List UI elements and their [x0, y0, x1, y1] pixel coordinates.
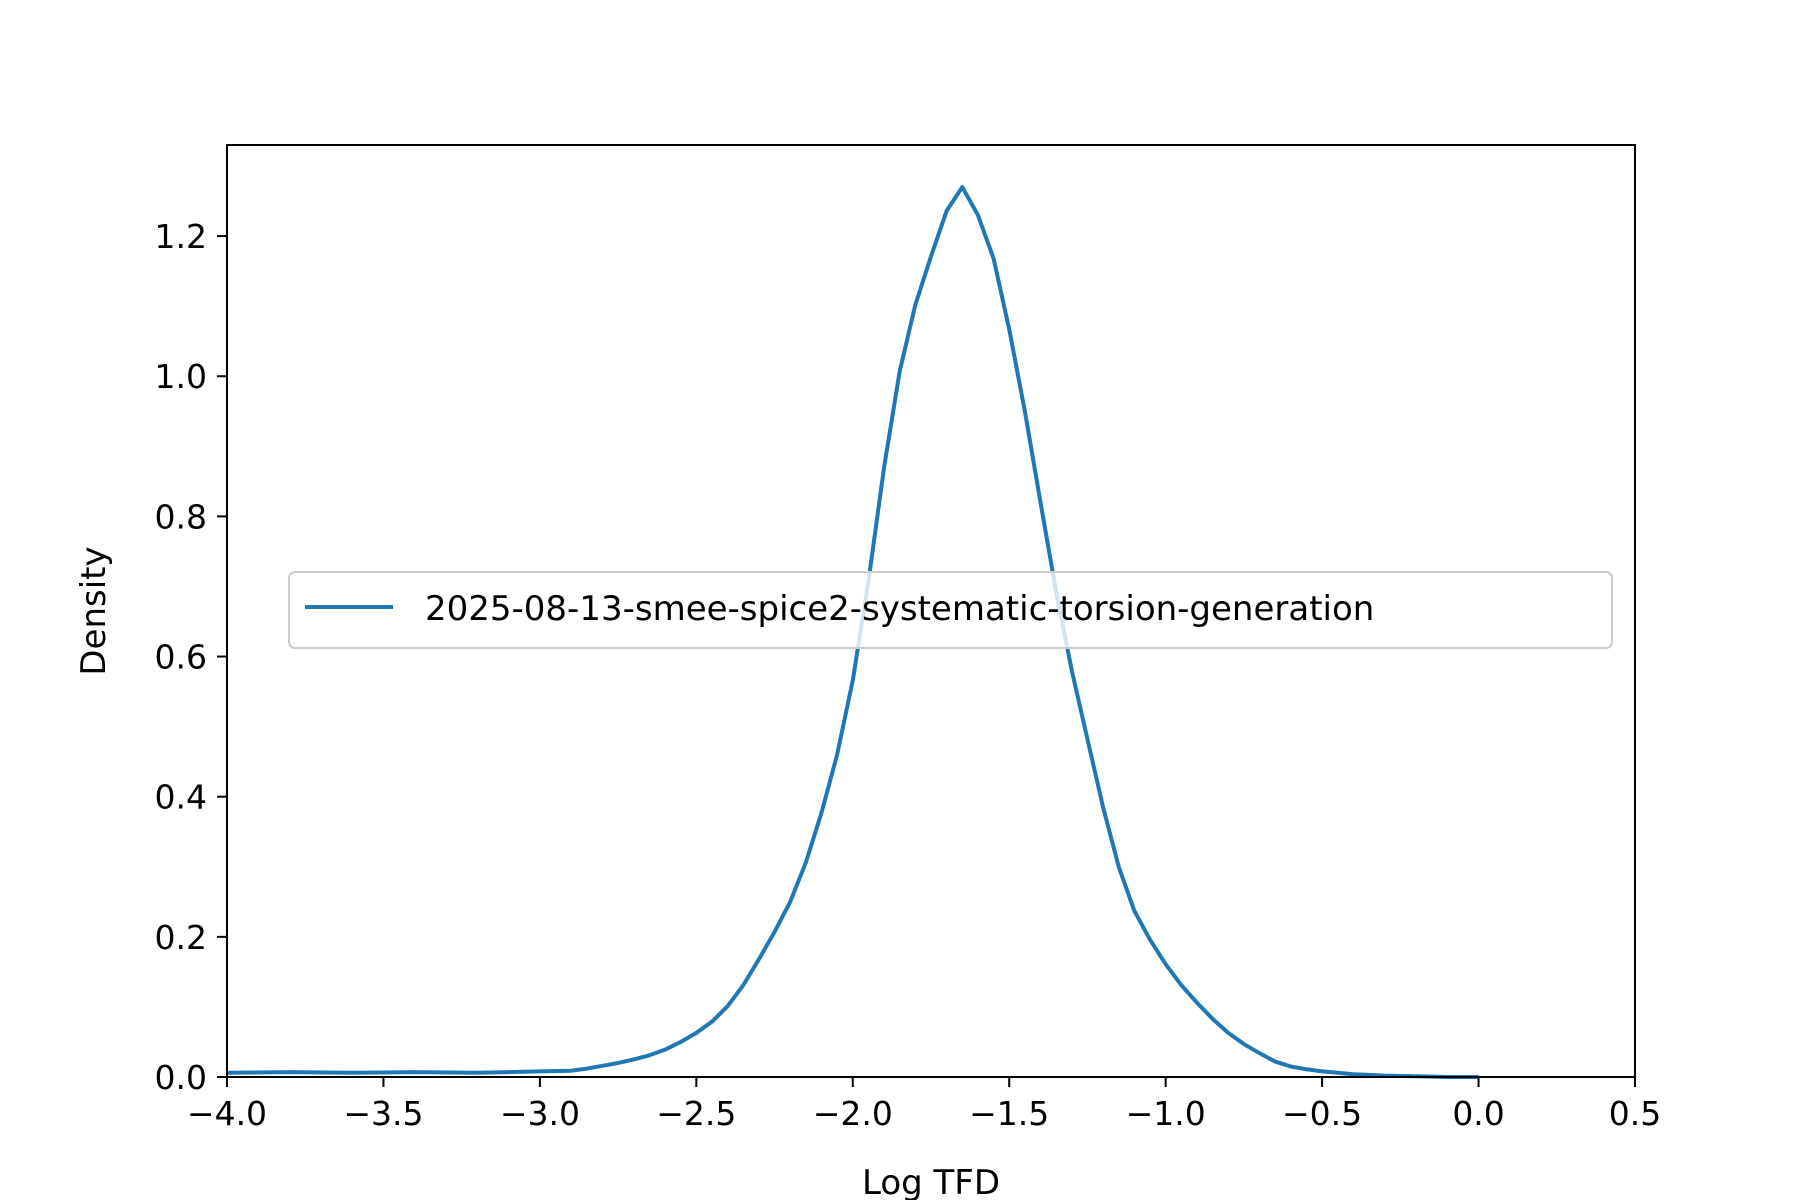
x-tick-label: −3.5: [343, 1094, 423, 1133]
y-tick-label: 0.0: [155, 1058, 207, 1097]
y-tick-label: 0.6: [155, 638, 207, 677]
y-tick-label: 0.4: [155, 778, 207, 817]
x-tick-label: −3.0: [500, 1094, 580, 1133]
y-axis: 0.0 0.2 0.4 0.6 0.8 1.0 1.2: [155, 217, 227, 1097]
legend-entry-label: 2025-08-13-smee-spice2-systematic-torsio…: [425, 589, 1374, 629]
x-axis-label: Log TFD: [862, 1163, 1000, 1200]
series-layer: [226, 185, 1479, 1079]
x-tick-label: 0.5: [1609, 1094, 1661, 1133]
plot-frame: [226, 144, 1636, 1078]
y-tick-label: 1.0: [155, 357, 207, 396]
x-tick-label: −2.5: [656, 1094, 736, 1133]
x-tick-label: 0.0: [1452, 1094, 1504, 1133]
legend: 2025-08-13-smee-spice2-systematic-torsio…: [288, 571, 1613, 649]
density-series-line: [226, 185, 1479, 1079]
x-tick-label: −2.0: [813, 1094, 893, 1133]
x-tick-label: −0.5: [1282, 1094, 1362, 1133]
x-tick-label: −4.0: [187, 1094, 267, 1133]
y-tick-label: 0.8: [155, 497, 207, 536]
x-tick-label: −1.0: [1126, 1094, 1206, 1133]
legend-box: [288, 571, 1613, 649]
y-tick-label: 0.2: [155, 918, 207, 957]
x-axis: −4.0 −3.5 −3.0 −2.5 −2.0 −1.5 −1.0 −0.5 0.0 0.5: [187, 1077, 1661, 1133]
y-axis-label: Density: [74, 546, 114, 675]
x-tick-label: −1.5: [969, 1094, 1049, 1133]
y-tick-label: 1.2: [155, 217, 207, 256]
